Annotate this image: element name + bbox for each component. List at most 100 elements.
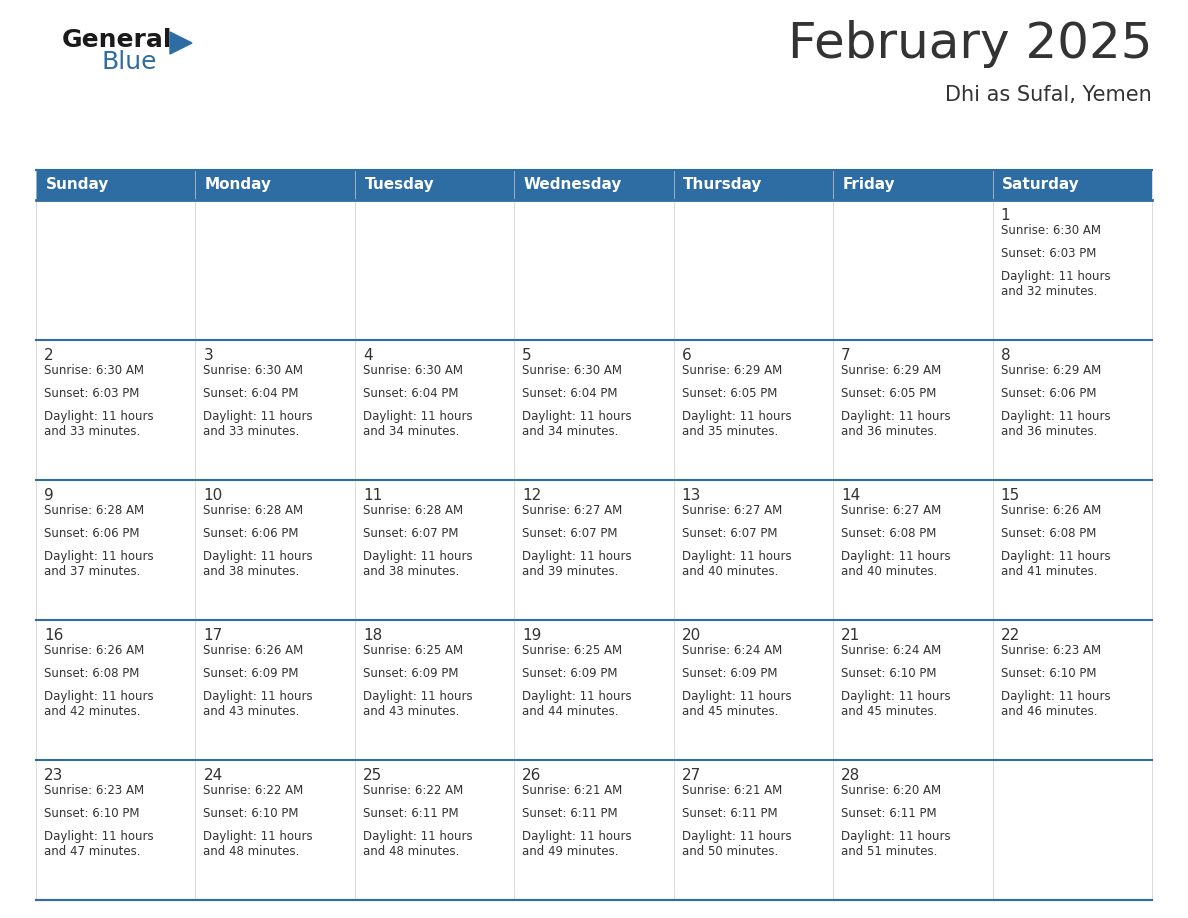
- Text: Daylight: 11 hours
and 40 minutes.: Daylight: 11 hours and 40 minutes.: [841, 550, 950, 578]
- Text: Sunrise: 6:23 AM: Sunrise: 6:23 AM: [1000, 644, 1100, 657]
- Text: Daylight: 11 hours
and 41 minutes.: Daylight: 11 hours and 41 minutes.: [1000, 550, 1110, 578]
- Text: 27: 27: [682, 768, 701, 783]
- Text: Sunset: 6:04 PM: Sunset: 6:04 PM: [203, 387, 299, 400]
- Text: Friday: Friday: [842, 177, 896, 193]
- FancyBboxPatch shape: [355, 760, 514, 900]
- Text: Daylight: 11 hours
and 43 minutes.: Daylight: 11 hours and 43 minutes.: [203, 690, 312, 718]
- Text: Sunset: 6:08 PM: Sunset: 6:08 PM: [841, 527, 936, 540]
- FancyBboxPatch shape: [992, 760, 1152, 900]
- Text: 11: 11: [362, 488, 383, 503]
- FancyBboxPatch shape: [992, 620, 1152, 760]
- Text: Sunrise: 6:21 AM: Sunrise: 6:21 AM: [523, 784, 623, 797]
- Text: Daylight: 11 hours
and 33 minutes.: Daylight: 11 hours and 33 minutes.: [203, 410, 312, 438]
- Text: Daylight: 11 hours
and 38 minutes.: Daylight: 11 hours and 38 minutes.: [362, 550, 473, 578]
- Text: Sunrise: 6:20 AM: Sunrise: 6:20 AM: [841, 784, 941, 797]
- Text: 18: 18: [362, 628, 383, 643]
- Text: Sunset: 6:07 PM: Sunset: 6:07 PM: [682, 527, 777, 540]
- Text: 25: 25: [362, 768, 383, 783]
- Text: Sunset: 6:11 PM: Sunset: 6:11 PM: [523, 807, 618, 820]
- Text: Daylight: 11 hours
and 36 minutes.: Daylight: 11 hours and 36 minutes.: [841, 410, 950, 438]
- Text: Sunset: 6:09 PM: Sunset: 6:09 PM: [523, 667, 618, 680]
- Text: Daylight: 11 hours
and 48 minutes.: Daylight: 11 hours and 48 minutes.: [362, 830, 473, 858]
- Text: Dhi as Sufal, Yemen: Dhi as Sufal, Yemen: [946, 85, 1152, 105]
- Text: Daylight: 11 hours
and 44 minutes.: Daylight: 11 hours and 44 minutes.: [523, 690, 632, 718]
- Text: Daylight: 11 hours
and 50 minutes.: Daylight: 11 hours and 50 minutes.: [682, 830, 791, 858]
- Text: Daylight: 11 hours
and 34 minutes.: Daylight: 11 hours and 34 minutes.: [523, 410, 632, 438]
- FancyBboxPatch shape: [36, 620, 196, 760]
- FancyBboxPatch shape: [833, 340, 992, 480]
- Text: Daylight: 11 hours
and 43 minutes.: Daylight: 11 hours and 43 minutes.: [362, 690, 473, 718]
- FancyBboxPatch shape: [514, 200, 674, 340]
- Text: Sunrise: 6:27 AM: Sunrise: 6:27 AM: [682, 504, 782, 517]
- Text: Daylight: 11 hours
and 40 minutes.: Daylight: 11 hours and 40 minutes.: [682, 550, 791, 578]
- Text: Daylight: 11 hours
and 38 minutes.: Daylight: 11 hours and 38 minutes.: [203, 550, 312, 578]
- Text: Sunset: 6:09 PM: Sunset: 6:09 PM: [203, 667, 299, 680]
- Text: 12: 12: [523, 488, 542, 503]
- Text: 24: 24: [203, 768, 222, 783]
- Text: 6: 6: [682, 348, 691, 363]
- Text: Sunrise: 6:30 AM: Sunrise: 6:30 AM: [362, 364, 463, 377]
- Text: 15: 15: [1000, 488, 1019, 503]
- Text: 2: 2: [44, 348, 53, 363]
- Text: Sunset: 6:10 PM: Sunset: 6:10 PM: [203, 807, 299, 820]
- Text: 4: 4: [362, 348, 373, 363]
- Polygon shape: [170, 32, 192, 54]
- Text: 22: 22: [1000, 628, 1019, 643]
- Text: Daylight: 11 hours
and 47 minutes.: Daylight: 11 hours and 47 minutes.: [44, 830, 153, 858]
- Text: Wednesday: Wednesday: [524, 177, 623, 193]
- Text: Sunset: 6:04 PM: Sunset: 6:04 PM: [362, 387, 459, 400]
- Text: Sunrise: 6:27 AM: Sunrise: 6:27 AM: [523, 504, 623, 517]
- Text: Sunrise: 6:30 AM: Sunrise: 6:30 AM: [523, 364, 623, 377]
- Text: Sunset: 6:03 PM: Sunset: 6:03 PM: [1000, 247, 1095, 260]
- FancyBboxPatch shape: [36, 760, 196, 900]
- Text: Sunset: 6:05 PM: Sunset: 6:05 PM: [682, 387, 777, 400]
- FancyBboxPatch shape: [196, 170, 355, 200]
- Text: Sunrise: 6:23 AM: Sunrise: 6:23 AM: [44, 784, 144, 797]
- Text: Sunset: 6:07 PM: Sunset: 6:07 PM: [362, 527, 459, 540]
- Text: Sunset: 6:06 PM: Sunset: 6:06 PM: [203, 527, 299, 540]
- Text: 13: 13: [682, 488, 701, 503]
- Text: 21: 21: [841, 628, 860, 643]
- FancyBboxPatch shape: [833, 620, 992, 760]
- Text: February 2025: February 2025: [788, 20, 1152, 68]
- FancyBboxPatch shape: [196, 200, 355, 340]
- Text: Daylight: 11 hours
and 46 minutes.: Daylight: 11 hours and 46 minutes.: [1000, 690, 1110, 718]
- Text: Sunrise: 6:29 AM: Sunrise: 6:29 AM: [1000, 364, 1101, 377]
- FancyBboxPatch shape: [674, 170, 833, 200]
- FancyBboxPatch shape: [674, 340, 833, 480]
- Text: Daylight: 11 hours
and 39 minutes.: Daylight: 11 hours and 39 minutes.: [523, 550, 632, 578]
- FancyBboxPatch shape: [514, 340, 674, 480]
- FancyBboxPatch shape: [196, 480, 355, 620]
- Text: 1: 1: [1000, 208, 1010, 223]
- Text: Daylight: 11 hours
and 33 minutes.: Daylight: 11 hours and 33 minutes.: [44, 410, 153, 438]
- Text: Sunset: 6:05 PM: Sunset: 6:05 PM: [841, 387, 936, 400]
- Text: Sunrise: 6:29 AM: Sunrise: 6:29 AM: [682, 364, 782, 377]
- Text: Daylight: 11 hours
and 49 minutes.: Daylight: 11 hours and 49 minutes.: [523, 830, 632, 858]
- FancyBboxPatch shape: [833, 200, 992, 340]
- Text: Sunrise: 6:26 AM: Sunrise: 6:26 AM: [203, 644, 304, 657]
- Text: Sunset: 6:09 PM: Sunset: 6:09 PM: [682, 667, 777, 680]
- FancyBboxPatch shape: [355, 200, 514, 340]
- Text: Daylight: 11 hours
and 51 minutes.: Daylight: 11 hours and 51 minutes.: [841, 830, 950, 858]
- Text: Sunrise: 6:30 AM: Sunrise: 6:30 AM: [203, 364, 303, 377]
- Text: Daylight: 11 hours
and 37 minutes.: Daylight: 11 hours and 37 minutes.: [44, 550, 153, 578]
- Text: Tuesday: Tuesday: [365, 177, 434, 193]
- FancyBboxPatch shape: [355, 480, 514, 620]
- FancyBboxPatch shape: [674, 760, 833, 900]
- Text: Sunset: 6:11 PM: Sunset: 6:11 PM: [682, 807, 777, 820]
- Text: Sunrise: 6:22 AM: Sunrise: 6:22 AM: [362, 784, 463, 797]
- Text: Sunrise: 6:21 AM: Sunrise: 6:21 AM: [682, 784, 782, 797]
- FancyBboxPatch shape: [355, 340, 514, 480]
- Text: Daylight: 11 hours
and 45 minutes.: Daylight: 11 hours and 45 minutes.: [841, 690, 950, 718]
- FancyBboxPatch shape: [196, 620, 355, 760]
- FancyBboxPatch shape: [514, 480, 674, 620]
- Text: Sunday: Sunday: [45, 177, 109, 193]
- Text: Sunrise: 6:22 AM: Sunrise: 6:22 AM: [203, 784, 304, 797]
- Text: Sunrise: 6:30 AM: Sunrise: 6:30 AM: [44, 364, 144, 377]
- Text: Sunrise: 6:30 AM: Sunrise: 6:30 AM: [1000, 224, 1100, 237]
- Text: Sunrise: 6:26 AM: Sunrise: 6:26 AM: [1000, 504, 1101, 517]
- Text: 8: 8: [1000, 348, 1010, 363]
- Text: Sunrise: 6:28 AM: Sunrise: 6:28 AM: [44, 504, 144, 517]
- Text: Sunrise: 6:27 AM: Sunrise: 6:27 AM: [841, 504, 941, 517]
- FancyBboxPatch shape: [992, 170, 1152, 200]
